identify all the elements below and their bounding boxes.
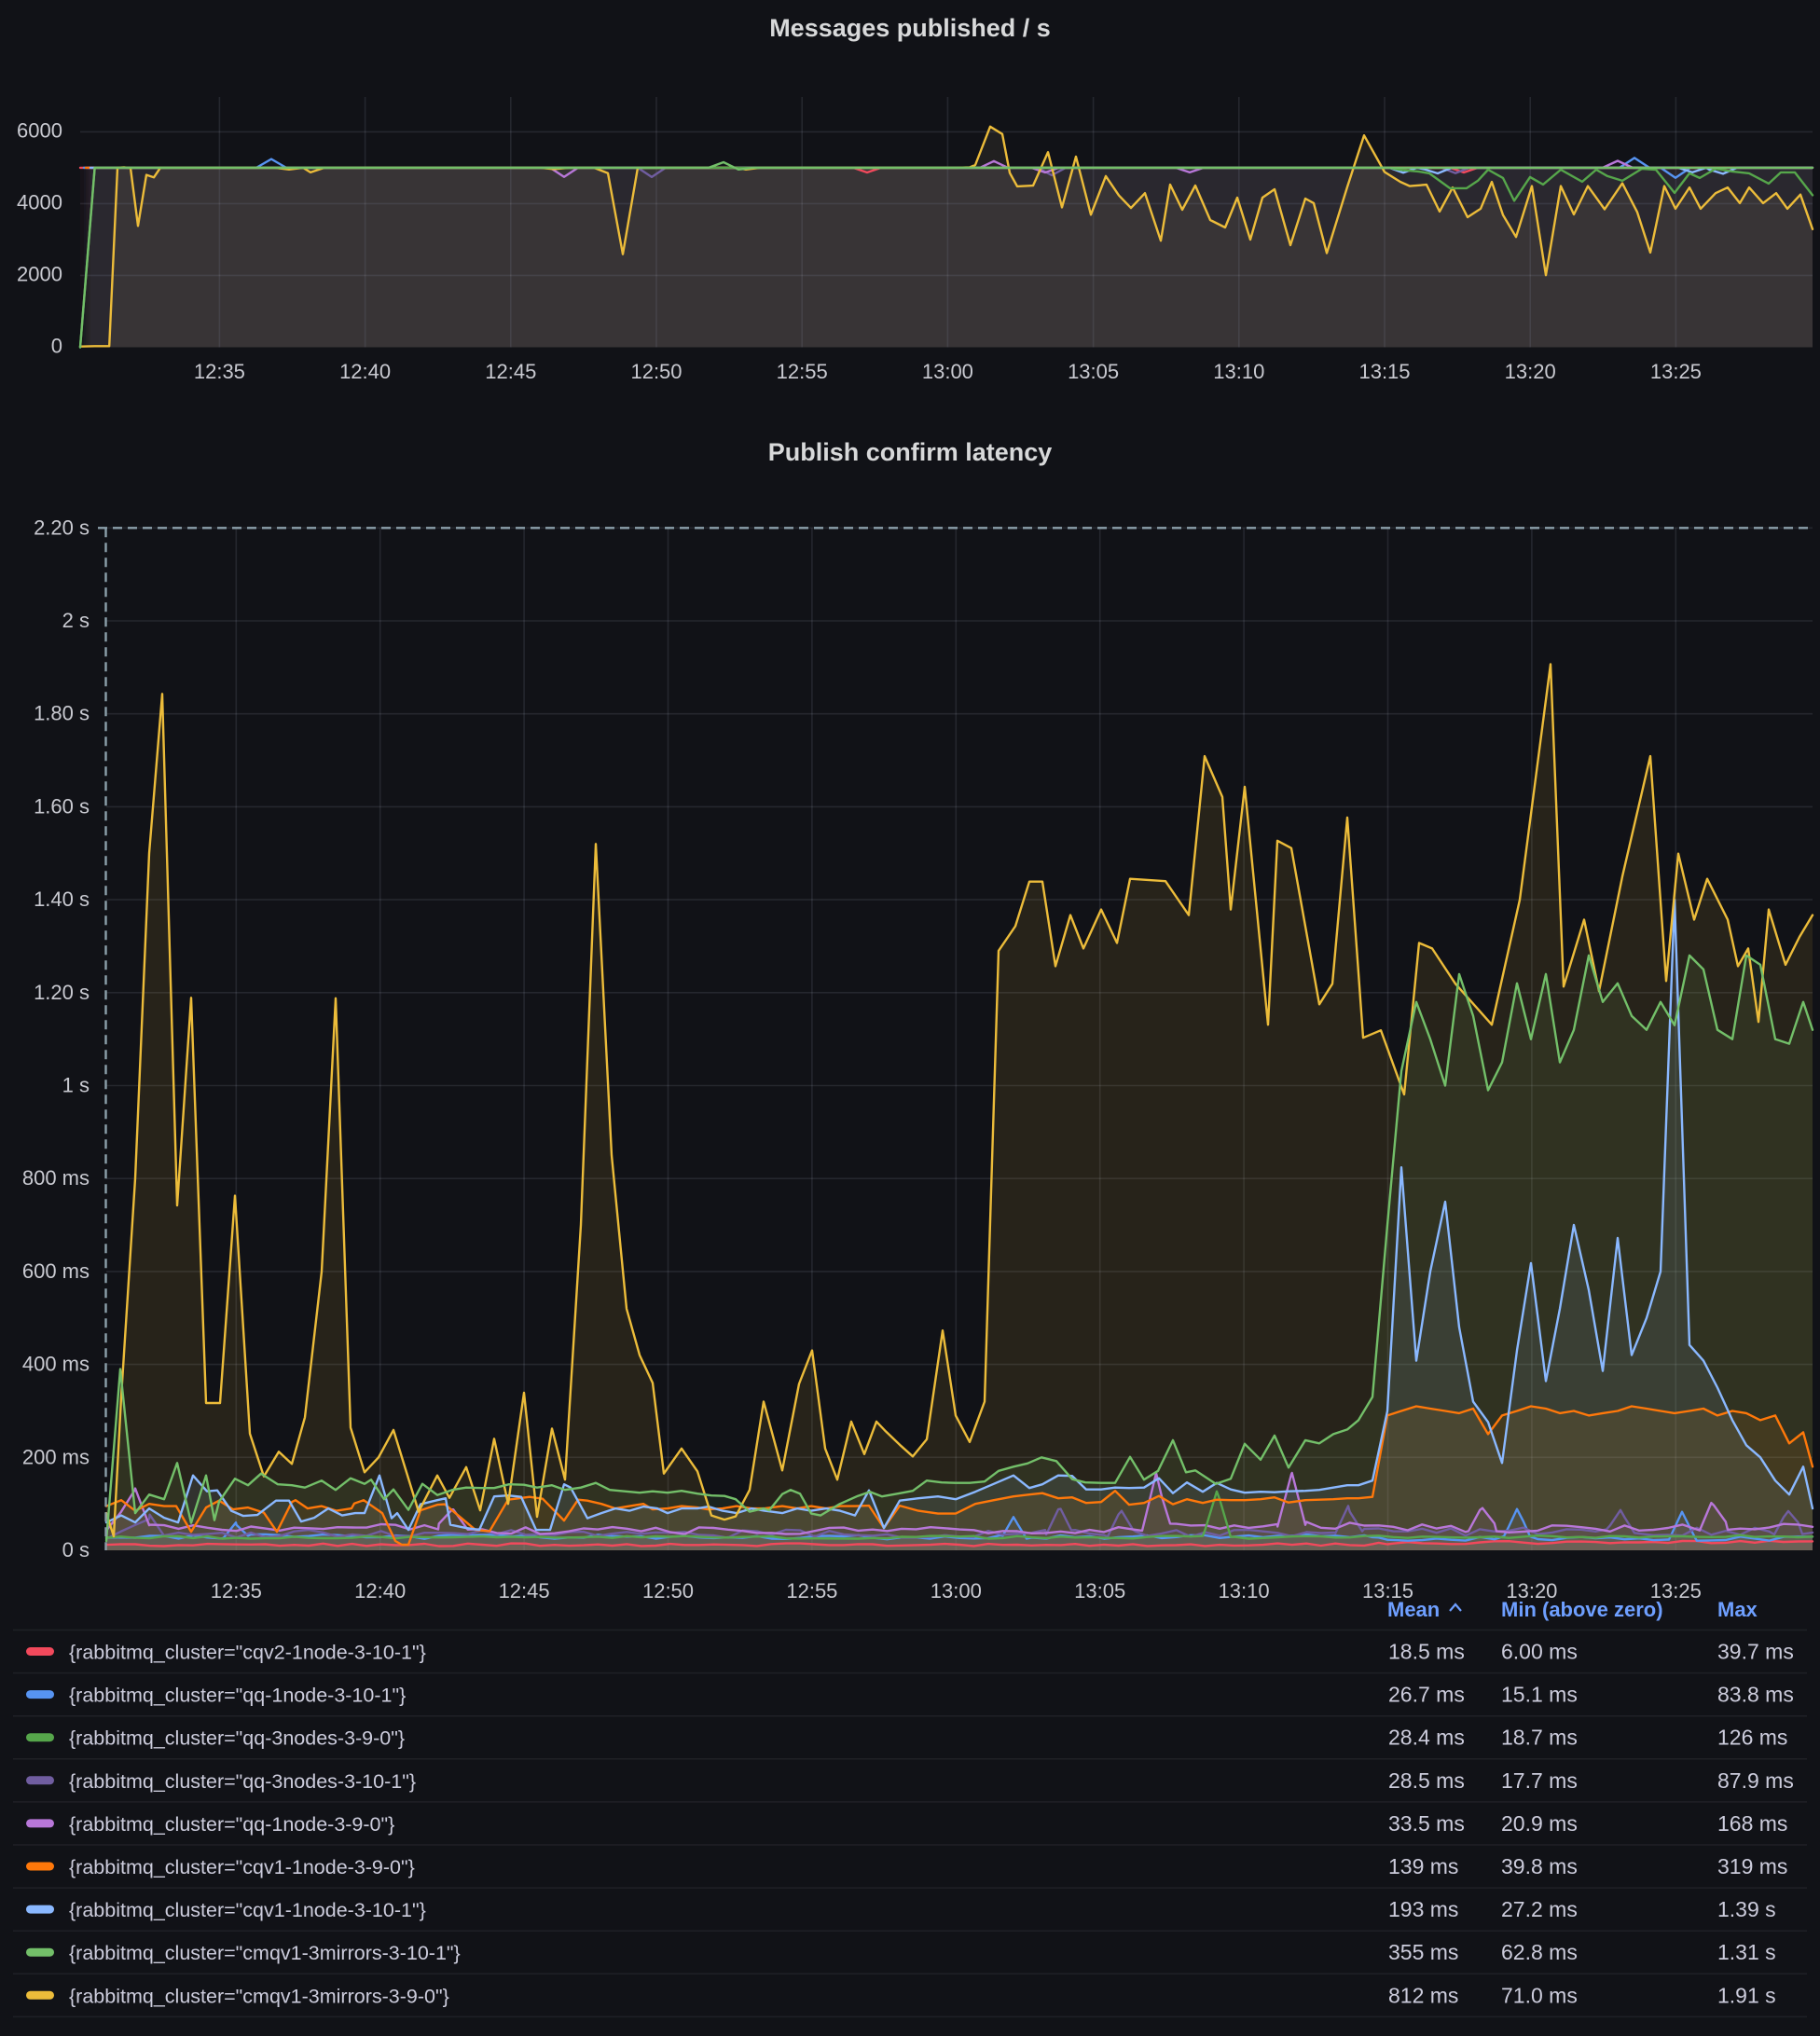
svg-text:{rabbitmq_cluster="qq-3nodes-3: {rabbitmq_cluster="qq-3nodes-3-10-1"} xyxy=(69,1770,416,1793)
svg-text:12:40: 12:40 xyxy=(354,1579,406,1603)
svg-text:13:25: 13:25 xyxy=(1650,360,1702,383)
svg-text:600 ms: 600 ms xyxy=(22,1259,90,1283)
svg-text:355 ms: 355 ms xyxy=(1388,1940,1458,1964)
svg-text:13:20: 13:20 xyxy=(1506,1579,1557,1603)
svg-text:62.8 ms: 62.8 ms xyxy=(1501,1940,1578,1964)
svg-text:15.1 ms: 15.1 ms xyxy=(1501,1683,1578,1707)
svg-text:{rabbitmq_cluster="cmqv1-3mirr: {rabbitmq_cluster="cmqv1-3mirrors-3-10-1… xyxy=(69,1942,461,1964)
svg-text:319 ms: 319 ms xyxy=(1717,1854,1787,1878)
svg-text:{rabbitmq_cluster="cqv1-1node-: {rabbitmq_cluster="cqv1-1node-3-10-1"} xyxy=(69,1899,426,1921)
svg-text:1.39 s: 1.39 s xyxy=(1717,1897,1776,1921)
svg-text:28.5 ms: 28.5 ms xyxy=(1388,1768,1465,1793)
svg-text:4000: 4000 xyxy=(17,190,62,213)
svg-text:13:05: 13:05 xyxy=(1074,1579,1125,1603)
svg-text:13:15: 13:15 xyxy=(1358,360,1410,383)
svg-text:27.2 ms: 27.2 ms xyxy=(1501,1897,1578,1921)
svg-text:Messages published / s: Messages published / s xyxy=(769,14,1051,42)
svg-text:13:00: 13:00 xyxy=(922,360,973,383)
svg-text:0: 0 xyxy=(51,335,62,358)
svg-text:193 ms: 193 ms xyxy=(1388,1897,1458,1921)
svg-text:1.20 s: 1.20 s xyxy=(34,981,90,1004)
svg-text:13:25: 13:25 xyxy=(1650,1579,1702,1603)
svg-text:168 ms: 168 ms xyxy=(1717,1811,1787,1836)
svg-text:{rabbitmq_cluster="cqv2-1node-: {rabbitmq_cluster="cqv2-1node-3-10-1"} xyxy=(69,1642,426,1664)
svg-text:33.5 ms: 33.5 ms xyxy=(1388,1811,1465,1836)
svg-text:13:00: 13:00 xyxy=(931,1579,982,1603)
svg-text:39.7 ms: 39.7 ms xyxy=(1717,1640,1794,1664)
svg-text:1.31 s: 1.31 s xyxy=(1717,1940,1776,1964)
svg-text:87.9 ms: 87.9 ms xyxy=(1717,1768,1794,1793)
svg-text:1.91 s: 1.91 s xyxy=(1717,1983,1776,2007)
svg-text:1 s: 1 s xyxy=(62,1074,90,1097)
svg-text:6.00 ms: 6.00 ms xyxy=(1501,1640,1578,1664)
svg-text:Min (above zero): Min (above zero) xyxy=(1501,1598,1663,1621)
svg-text:13:20: 13:20 xyxy=(1505,360,1556,383)
svg-text:Publish confirm latency: Publish confirm latency xyxy=(768,438,1053,466)
svg-text:26.7 ms: 26.7 ms xyxy=(1388,1683,1465,1707)
svg-text:812 ms: 812 ms xyxy=(1388,1983,1458,2007)
svg-text:{rabbitmq_cluster="cqv1-1node-: {rabbitmq_cluster="cqv1-1node-3-9-0"} xyxy=(69,1856,415,1878)
svg-text:13:10: 13:10 xyxy=(1213,360,1264,383)
svg-text:12:40: 12:40 xyxy=(339,360,391,383)
svg-text:800 ms: 800 ms xyxy=(22,1166,90,1190)
svg-text:Mean: Mean xyxy=(1387,1598,1440,1621)
svg-text:2 s: 2 s xyxy=(62,609,90,632)
svg-text:1.60 s: 1.60 s xyxy=(34,794,90,818)
svg-text:2000: 2000 xyxy=(17,262,62,285)
svg-text:71.0 ms: 71.0 ms xyxy=(1501,1983,1578,2007)
svg-text:139 ms: 139 ms xyxy=(1388,1854,1458,1878)
svg-text:2.20 s: 2.20 s xyxy=(34,516,90,539)
svg-text:1.80 s: 1.80 s xyxy=(34,702,90,725)
svg-text:12:45: 12:45 xyxy=(499,1579,550,1603)
svg-text:13:05: 13:05 xyxy=(1068,360,1119,383)
svg-text:13:10: 13:10 xyxy=(1219,1579,1270,1603)
svg-text:18.7 ms: 18.7 ms xyxy=(1501,1726,1578,1750)
svg-text:39.8 ms: 39.8 ms xyxy=(1501,1854,1578,1878)
svg-text:20.9 ms: 20.9 ms xyxy=(1501,1811,1578,1836)
svg-text:400 ms: 400 ms xyxy=(22,1353,90,1376)
svg-text:13:15: 13:15 xyxy=(1362,1579,1413,1603)
svg-text:{rabbitmq_cluster="cmqv1-3mirr: {rabbitmq_cluster="cmqv1-3mirrors-3-9-0"… xyxy=(69,1985,449,2007)
svg-text:{rabbitmq_cluster="qq-1node-3-: {rabbitmq_cluster="qq-1node-3-10-1"} xyxy=(69,1685,406,1707)
svg-text:12:50: 12:50 xyxy=(630,360,682,383)
svg-text:{rabbitmq_cluster="qq-1node-3-: {rabbitmq_cluster="qq-1node-3-9-0"} xyxy=(69,1813,394,1836)
svg-text:126 ms: 126 ms xyxy=(1717,1726,1787,1750)
svg-text:83.8 ms: 83.8 ms xyxy=(1717,1683,1794,1707)
svg-text:{rabbitmq_cluster="qq-3nodes-3: {rabbitmq_cluster="qq-3nodes-3-9-0"} xyxy=(69,1727,405,1750)
svg-text:0 s: 0 s xyxy=(62,1538,90,1561)
svg-text:12:35: 12:35 xyxy=(194,360,245,383)
svg-text:12:55: 12:55 xyxy=(777,360,828,383)
svg-text:12:55: 12:55 xyxy=(786,1579,837,1603)
svg-text:12:50: 12:50 xyxy=(642,1579,694,1603)
svg-text:28.4 ms: 28.4 ms xyxy=(1388,1726,1465,1750)
svg-text:1.40 s: 1.40 s xyxy=(34,887,90,911)
svg-text:12:35: 12:35 xyxy=(211,1579,262,1603)
svg-text:200 ms: 200 ms xyxy=(22,1445,90,1468)
svg-text:18.5 ms: 18.5 ms xyxy=(1388,1640,1465,1664)
svg-text:17.7 ms: 17.7 ms xyxy=(1501,1768,1578,1793)
svg-text:12:45: 12:45 xyxy=(485,360,536,383)
svg-text:6000: 6000 xyxy=(17,118,62,142)
svg-text:Max: Max xyxy=(1717,1598,1758,1621)
